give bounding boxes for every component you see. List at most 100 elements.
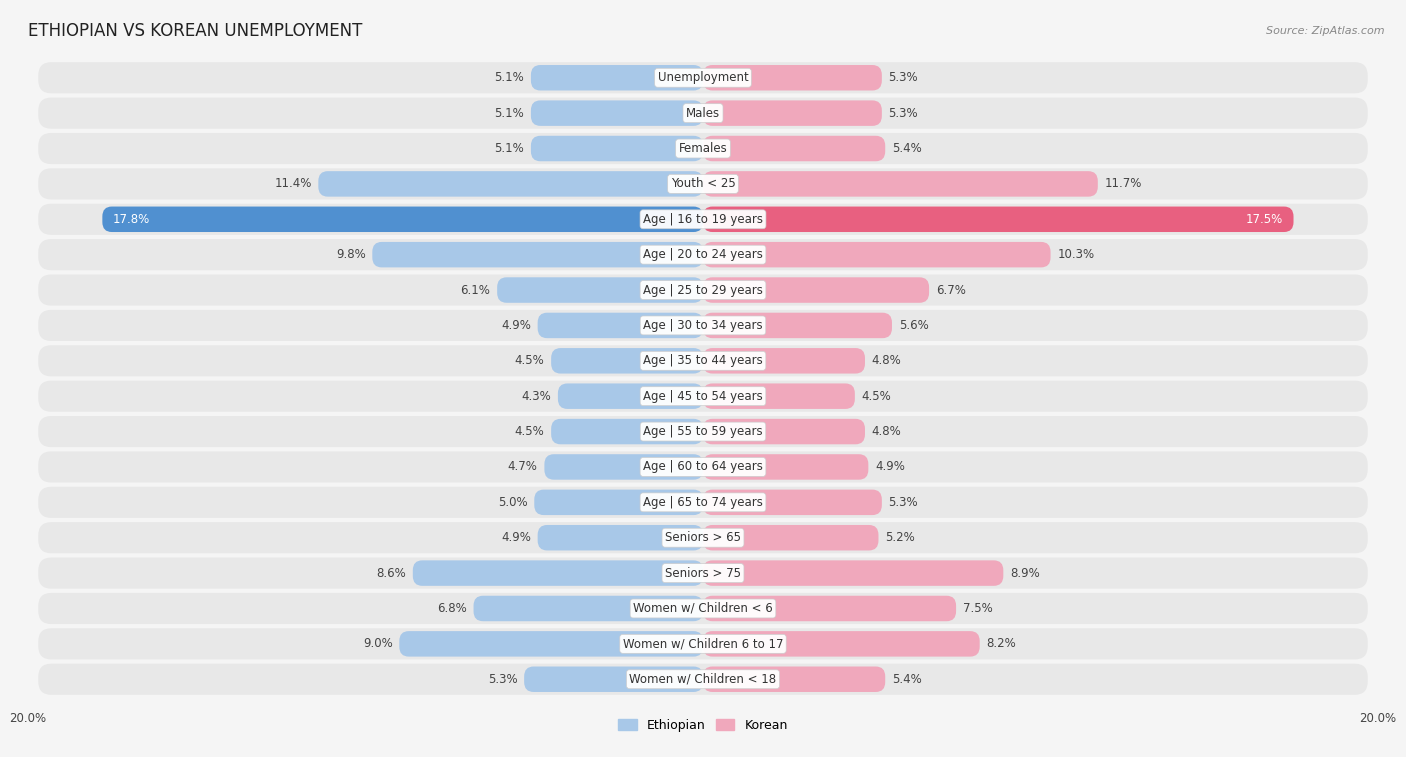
Text: 4.3%: 4.3% [522, 390, 551, 403]
Text: 9.0%: 9.0% [363, 637, 392, 650]
Text: Women w/ Children < 18: Women w/ Children < 18 [630, 673, 776, 686]
FancyBboxPatch shape [703, 666, 886, 692]
Text: 4.5%: 4.5% [515, 425, 544, 438]
FancyBboxPatch shape [38, 557, 1368, 589]
FancyBboxPatch shape [703, 419, 865, 444]
FancyBboxPatch shape [38, 664, 1368, 695]
FancyBboxPatch shape [318, 171, 703, 197]
FancyBboxPatch shape [38, 593, 1368, 624]
FancyBboxPatch shape [703, 277, 929, 303]
Text: 17.5%: 17.5% [1246, 213, 1284, 226]
Text: 11.7%: 11.7% [1105, 177, 1142, 191]
FancyBboxPatch shape [551, 419, 703, 444]
FancyBboxPatch shape [703, 101, 882, 126]
Text: Age | 35 to 44 years: Age | 35 to 44 years [643, 354, 763, 367]
FancyBboxPatch shape [703, 171, 1098, 197]
FancyBboxPatch shape [703, 631, 980, 656]
FancyBboxPatch shape [703, 136, 886, 161]
Legend: Ethiopian, Korean: Ethiopian, Korean [613, 714, 793, 737]
FancyBboxPatch shape [38, 522, 1368, 553]
Text: 5.4%: 5.4% [891, 142, 922, 155]
Text: Age | 25 to 29 years: Age | 25 to 29 years [643, 284, 763, 297]
Text: Unemployment: Unemployment [658, 71, 748, 84]
FancyBboxPatch shape [38, 204, 1368, 235]
Text: Source: ZipAtlas.com: Source: ZipAtlas.com [1267, 26, 1385, 36]
FancyBboxPatch shape [703, 560, 1004, 586]
Text: 5.0%: 5.0% [498, 496, 527, 509]
FancyBboxPatch shape [38, 487, 1368, 518]
FancyBboxPatch shape [544, 454, 703, 480]
FancyBboxPatch shape [703, 313, 891, 338]
FancyBboxPatch shape [103, 207, 703, 232]
FancyBboxPatch shape [703, 384, 855, 409]
Text: 4.5%: 4.5% [862, 390, 891, 403]
Text: 4.9%: 4.9% [501, 319, 531, 332]
FancyBboxPatch shape [531, 65, 703, 91]
Text: Women w/ Children 6 to 17: Women w/ Children 6 to 17 [623, 637, 783, 650]
FancyBboxPatch shape [703, 348, 865, 373]
Text: 5.3%: 5.3% [889, 496, 918, 509]
FancyBboxPatch shape [38, 275, 1368, 306]
FancyBboxPatch shape [38, 345, 1368, 376]
Text: 11.4%: 11.4% [274, 177, 312, 191]
Text: 6.1%: 6.1% [461, 284, 491, 297]
Text: 5.1%: 5.1% [495, 71, 524, 84]
FancyBboxPatch shape [703, 65, 882, 91]
Text: Age | 20 to 24 years: Age | 20 to 24 years [643, 248, 763, 261]
FancyBboxPatch shape [531, 136, 703, 161]
Text: Age | 65 to 74 years: Age | 65 to 74 years [643, 496, 763, 509]
FancyBboxPatch shape [399, 631, 703, 656]
Text: 4.9%: 4.9% [875, 460, 905, 473]
Text: 10.3%: 10.3% [1057, 248, 1094, 261]
FancyBboxPatch shape [703, 242, 1050, 267]
FancyBboxPatch shape [413, 560, 703, 586]
Text: 4.9%: 4.9% [501, 531, 531, 544]
FancyBboxPatch shape [38, 628, 1368, 659]
FancyBboxPatch shape [38, 239, 1368, 270]
FancyBboxPatch shape [703, 490, 882, 515]
FancyBboxPatch shape [703, 596, 956, 621]
Text: Age | 55 to 59 years: Age | 55 to 59 years [643, 425, 763, 438]
Text: 5.1%: 5.1% [495, 107, 524, 120]
Text: 6.8%: 6.8% [437, 602, 467, 615]
Text: 5.1%: 5.1% [495, 142, 524, 155]
FancyBboxPatch shape [703, 525, 879, 550]
FancyBboxPatch shape [551, 348, 703, 373]
Text: Males: Males [686, 107, 720, 120]
Text: 4.8%: 4.8% [872, 354, 901, 367]
Text: Seniors > 65: Seniors > 65 [665, 531, 741, 544]
FancyBboxPatch shape [38, 381, 1368, 412]
Text: Females: Females [679, 142, 727, 155]
Text: 6.7%: 6.7% [936, 284, 966, 297]
FancyBboxPatch shape [38, 310, 1368, 341]
Text: 5.3%: 5.3% [889, 71, 918, 84]
Text: ETHIOPIAN VS KOREAN UNEMPLOYMENT: ETHIOPIAN VS KOREAN UNEMPLOYMENT [28, 22, 363, 40]
Text: 5.2%: 5.2% [886, 531, 915, 544]
Text: Age | 16 to 19 years: Age | 16 to 19 years [643, 213, 763, 226]
FancyBboxPatch shape [474, 596, 703, 621]
Text: Seniors > 75: Seniors > 75 [665, 566, 741, 580]
FancyBboxPatch shape [537, 313, 703, 338]
Text: Youth < 25: Youth < 25 [671, 177, 735, 191]
FancyBboxPatch shape [703, 454, 869, 480]
FancyBboxPatch shape [38, 98, 1368, 129]
Text: 8.9%: 8.9% [1010, 566, 1040, 580]
FancyBboxPatch shape [534, 490, 703, 515]
FancyBboxPatch shape [38, 62, 1368, 93]
Text: 17.8%: 17.8% [112, 213, 149, 226]
FancyBboxPatch shape [38, 416, 1368, 447]
FancyBboxPatch shape [373, 242, 703, 267]
Text: 5.3%: 5.3% [889, 107, 918, 120]
Text: Women w/ Children < 6: Women w/ Children < 6 [633, 602, 773, 615]
Text: 9.8%: 9.8% [336, 248, 366, 261]
Text: 7.5%: 7.5% [963, 602, 993, 615]
FancyBboxPatch shape [38, 451, 1368, 482]
FancyBboxPatch shape [524, 666, 703, 692]
Text: Age | 30 to 34 years: Age | 30 to 34 years [643, 319, 763, 332]
Text: 5.4%: 5.4% [891, 673, 922, 686]
Text: 5.3%: 5.3% [488, 673, 517, 686]
Text: 4.8%: 4.8% [872, 425, 901, 438]
Text: 5.6%: 5.6% [898, 319, 928, 332]
Text: 4.5%: 4.5% [515, 354, 544, 367]
Text: 4.7%: 4.7% [508, 460, 537, 473]
